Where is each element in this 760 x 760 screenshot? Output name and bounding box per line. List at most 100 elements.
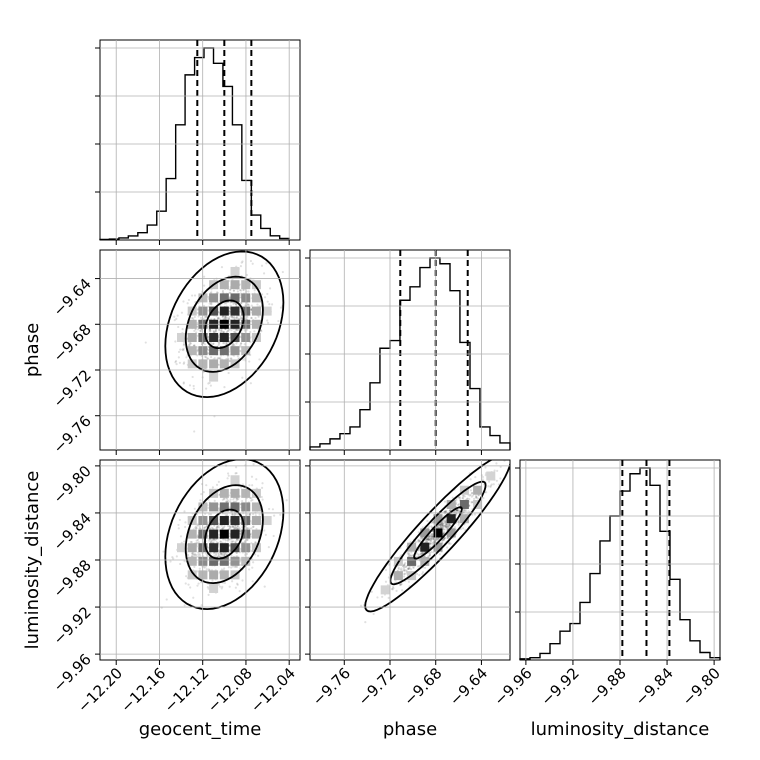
sample-point	[428, 546, 431, 549]
sample-point	[420, 552, 423, 555]
density-cell	[219, 529, 229, 539]
sample-point	[462, 497, 465, 500]
sample-point	[247, 290, 250, 293]
sample-point	[433, 539, 436, 542]
density-cell	[446, 514, 456, 524]
sample-point	[228, 525, 232, 528]
sample-point	[241, 579, 244, 582]
sample-point	[428, 539, 431, 542]
sample-point	[189, 342, 192, 345]
sample-point	[231, 343, 235, 346]
density-cell	[219, 280, 229, 290]
sample-point	[235, 539, 238, 542]
sample-point	[449, 508, 452, 512]
sample-point	[239, 532, 242, 535]
sample-point	[235, 526, 239, 529]
sample-point	[237, 526, 241, 529]
sample-point	[416, 553, 419, 556]
sample-point	[454, 526, 457, 529]
sample-point	[222, 538, 225, 541]
density-cell	[420, 556, 430, 566]
sample-point	[456, 509, 459, 512]
sample-point	[430, 536, 433, 539]
sample-point	[228, 532, 232, 535]
sample-point	[250, 316, 253, 320]
sample-point	[222, 331, 225, 334]
sample-point	[226, 497, 229, 501]
sample-point	[205, 553, 209, 557]
sample-point	[455, 499, 458, 502]
sample-point	[248, 527, 251, 530]
sample-point	[228, 312, 231, 315]
sample-point	[226, 499, 230, 502]
sample-point	[415, 572, 419, 575]
sample-point	[496, 469, 499, 472]
sample-point	[173, 318, 176, 322]
sample-point	[175, 317, 178, 320]
sample-point	[221, 289, 225, 292]
sample-point	[462, 509, 465, 512]
sample-point	[189, 342, 192, 345]
sample-point	[268, 302, 271, 306]
sample-point	[404, 569, 407, 572]
sample-point	[217, 507, 220, 510]
sample-point	[242, 358, 245, 361]
y-axis-label-luminosity-distance: luminosity_distance	[22, 471, 43, 650]
sample-point	[253, 330, 256, 333]
sample-point	[227, 371, 230, 375]
sample-point	[404, 562, 407, 565]
density-cell	[187, 570, 197, 580]
sample-point	[190, 541, 193, 544]
sample-point	[214, 552, 218, 555]
sample-point	[267, 507, 271, 511]
sample-point	[406, 551, 409, 554]
sample-point	[476, 497, 480, 500]
sample-point	[443, 537, 447, 540]
sample-point	[233, 565, 236, 568]
sample-point	[446, 546, 449, 549]
sample-point	[223, 386, 226, 389]
sample-point	[228, 310, 231, 313]
sample-point	[263, 529, 266, 532]
sample-point	[233, 330, 236, 333]
sample-point	[399, 583, 402, 586]
sample-point	[194, 526, 197, 529]
sample-point	[258, 358, 261, 361]
sample-point	[448, 509, 452, 512]
sample-point	[264, 533, 267, 536]
sample-point	[399, 583, 402, 587]
sample-point	[252, 463, 255, 466]
density-cell	[230, 502, 240, 512]
sample-point	[209, 384, 212, 387]
sample-point	[210, 540, 213, 543]
sample-point	[233, 500, 236, 503]
sample-point	[204, 355, 207, 358]
sample-point	[217, 480, 220, 483]
sample-point	[198, 524, 201, 528]
sample-point	[407, 567, 410, 570]
density-cell	[251, 280, 261, 290]
sample-point	[456, 503, 460, 507]
sample-point	[226, 316, 229, 319]
sample-point	[430, 542, 433, 545]
sample-point	[207, 568, 210, 571]
sample-point	[387, 576, 391, 579]
sample-point	[457, 503, 460, 506]
sample-point	[230, 538, 233, 541]
sample-point	[222, 341, 225, 345]
sample-point	[442, 528, 445, 531]
sample-point	[446, 523, 449, 526]
sample-point	[209, 513, 213, 516]
sample-point	[260, 495, 263, 499]
sample-point	[211, 579, 214, 582]
sample-point	[240, 261, 243, 264]
sample-point	[233, 301, 236, 305]
sample-point	[207, 336, 210, 339]
sample-point	[177, 356, 180, 359]
sample-point	[205, 315, 208, 318]
sample-point	[417, 538, 420, 542]
sample-point	[439, 524, 442, 527]
sample-point	[250, 499, 253, 502]
contour-line	[184, 275, 264, 373]
sample-point	[215, 315, 218, 318]
